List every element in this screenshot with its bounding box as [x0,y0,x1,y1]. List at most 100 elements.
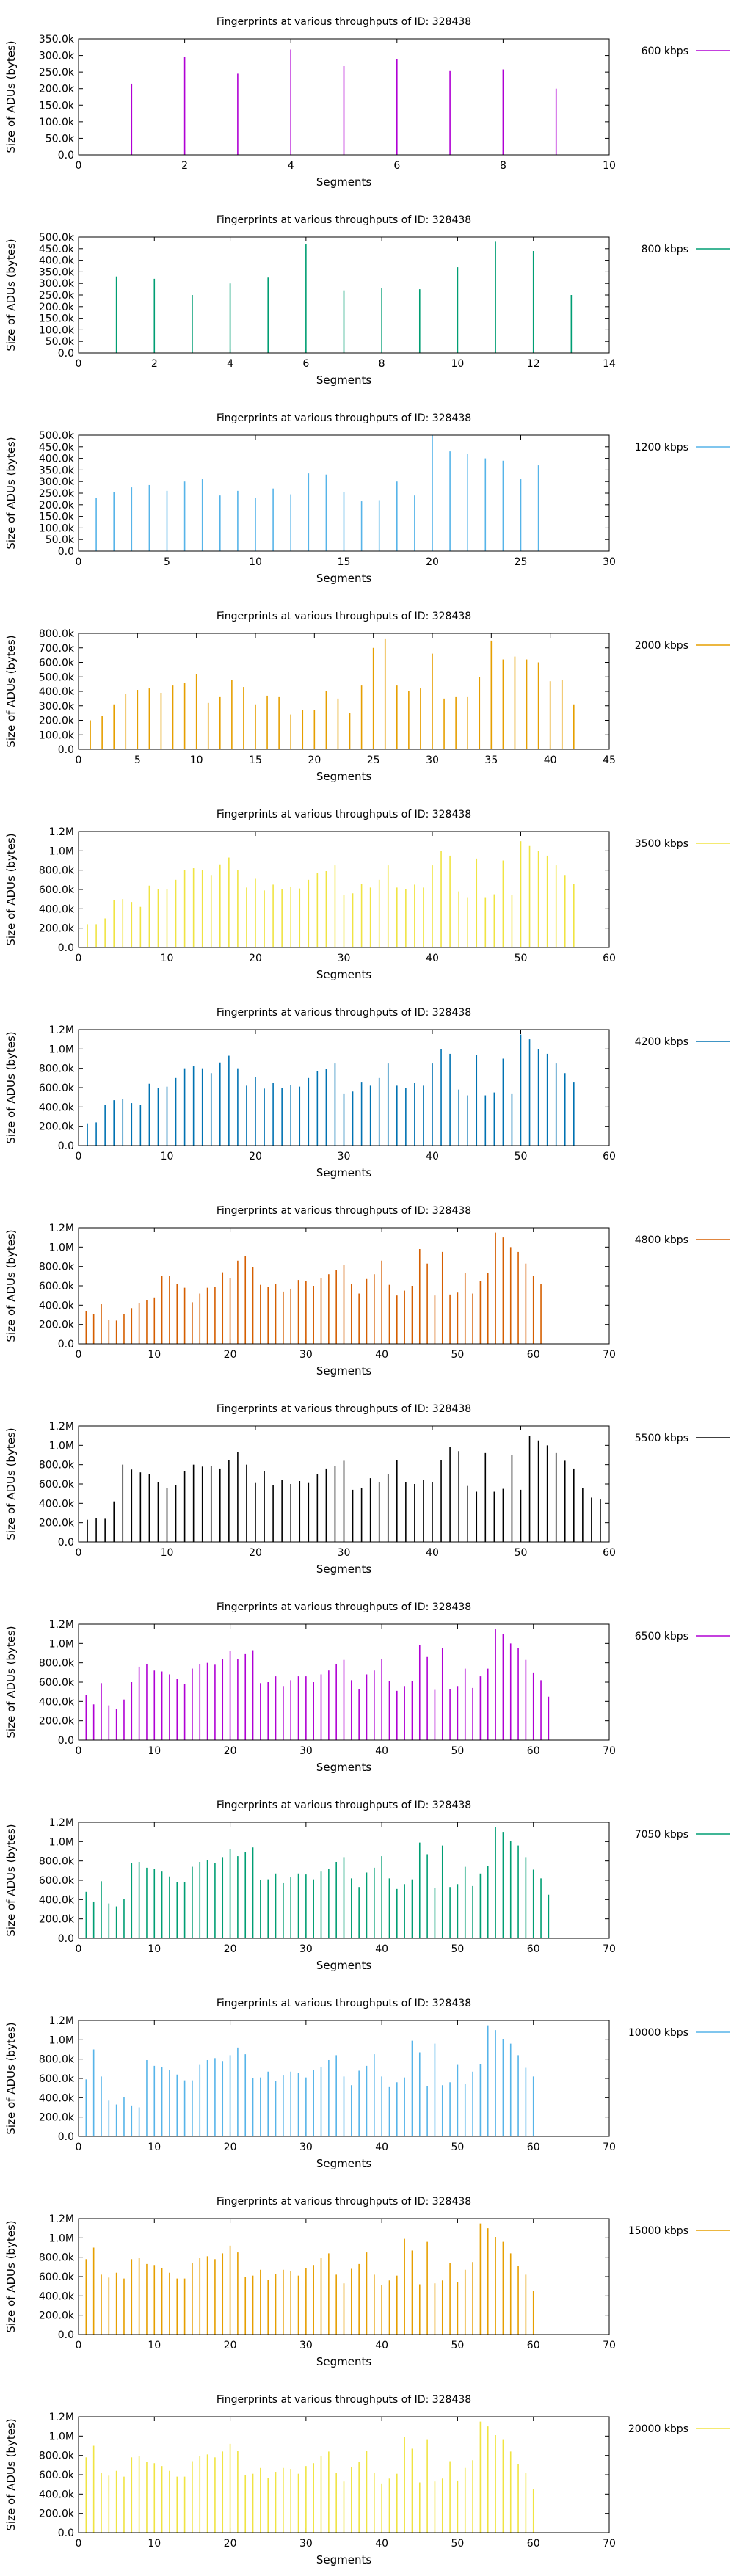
x-tick-label: 10 [451,358,465,370]
plot-frame [78,38,610,156]
x-tick-label: 30 [603,556,616,568]
y-tick-label: 200.0k [39,1121,75,1133]
x-tick-label: 10 [161,1151,174,1163]
y-tick-label: 0.0 [58,1339,74,1350]
x-tick-label: 5 [164,556,170,568]
y-tick-label: 0.0 [58,1933,74,1945]
x-tick-label: 30 [299,1349,313,1361]
y-tick-label: 400.0k [39,2291,75,2302]
x-tick-label: 10 [161,1547,174,1559]
plot-frame [78,1623,610,1741]
plot-frame [78,1425,610,1543]
x-axis-label: Segments [316,2355,372,2368]
y-tick-label: 600.0k [39,2470,75,2481]
x-tick-label: 40 [375,1943,388,1955]
y-tick-label: 0.0 [58,1140,74,1152]
x-tick-label: 50 [451,2142,465,2153]
y-tick-label: 1.0M [49,1638,74,1650]
legend-label: 20000 kbps [628,2423,688,2435]
y-tick-label: 700.0k [39,643,75,655]
y-tick-label: 350.0k [39,266,75,278]
y-tick-label: 450.0k [39,244,75,255]
x-tick-label: 0 [76,1349,82,1361]
chart-title: Fingerprints at various throughputs of I… [217,214,471,226]
y-axis-label: Size of ADUs (bytes) [4,1229,18,1342]
y-tick-label: 350.0k [39,465,75,476]
legend-label: 600 kbps [642,46,688,57]
y-tick-label: 600.0k [39,1281,75,1292]
x-tick-label: 0 [76,358,82,370]
x-tick-label: 40 [544,754,557,766]
y-tick-label: 200.0k [39,1518,75,1529]
y-tick-label: 600.0k [39,1677,75,1689]
x-tick-label: 0 [76,1547,82,1559]
y-tick-label: 200.0k [39,2112,75,2124]
x-tick-label: 60 [603,1151,616,1163]
plot-frame [78,236,610,354]
y-tick-label: 1.0M [49,2431,74,2442]
x-tick-label: 40 [426,1151,439,1163]
x-tick-label: 10 [161,953,174,964]
legend-label: 1200 kbps [635,442,688,454]
x-tick-label: 60 [527,1349,540,1361]
y-tick-label: 800.0k [39,628,75,640]
y-tick-label: 1.2M [49,1817,74,1829]
x-tick-label: 25 [515,556,528,568]
x-tick-label: 10 [148,2142,161,2153]
y-tick-label: 200.0k [39,84,75,95]
y-tick-label: 150.0k [39,313,75,325]
chart-panel: Fingerprints at various throughputs of I… [0,1982,734,2180]
x-tick-label: 70 [603,1349,616,1361]
y-tick-label: 600.0k [39,2073,75,2085]
y-tick-label: 0.0 [58,1735,74,1747]
x-tick-label: 40 [375,1349,388,1361]
y-tick-label: 400.0k [39,255,75,267]
x-tick-label: 30 [299,1943,313,1955]
chart-title: Fingerprints at various throughputs of I… [217,1998,471,2009]
y-tick-label: 250.0k [39,67,75,79]
y-tick-label: 100.0k [39,117,75,128]
y-tick-label: 800.0k [39,1063,75,1075]
y-axis-label: Size of ADUs (bytes) [4,2418,18,2530]
y-axis-label: Size of ADUs (bytes) [4,1824,18,1936]
x-tick-label: 6 [393,160,400,172]
x-tick-label: 0 [76,556,82,568]
bar-chart: Fingerprints at various throughputs of I… [4,16,730,189]
y-tick-label: 400.0k [39,1894,75,1906]
y-tick-label: 800.0k [39,1856,75,1868]
y-tick-label: 600.0k [39,1083,75,1094]
chart-panel: Fingerprints at various throughputs of I… [0,991,734,1189]
x-tick-label: 0 [76,953,82,964]
y-tick-label: 200.0k [39,302,75,313]
chart-title: Fingerprints at various throughputs of I… [217,2394,471,2406]
y-tick-label: 300.0k [39,476,75,488]
chart-panel: Fingerprints at various throughputs of I… [0,1189,734,1387]
plot-frame [78,633,610,750]
y-tick-label: 800.0k [39,865,75,877]
y-axis-label: Size of ADUs (bytes) [4,2022,18,2134]
y-tick-label: 1.0M [49,1836,74,1848]
y-tick-label: 0.0 [58,744,74,756]
y-tick-label: 0.0 [58,348,74,360]
x-tick-label: 2 [181,160,188,172]
y-tick-label: 50.0k [46,336,75,348]
x-tick-label: 15 [249,754,262,766]
x-tick-label: 50 [515,1151,528,1163]
x-tick-label: 30 [338,1151,351,1163]
chart-panel: Fingerprints at various throughputs of I… [0,1387,734,1585]
x-tick-label: 20 [224,1745,237,1757]
x-tick-label: 20 [224,2538,237,2550]
y-tick-label: 0.0 [58,2528,74,2539]
y-tick-label: 400.0k [39,686,75,698]
x-tick-label: 30 [338,1547,351,1559]
y-tick-label: 0.0 [58,942,74,954]
y-tick-label: 1.2M [49,2213,74,2225]
x-tick-label: 12 [527,358,540,370]
legend-label: 4800 kbps [635,1234,688,1246]
x-tick-label: 2 [151,358,158,370]
y-tick-label: 1.0M [49,2034,74,2046]
x-tick-label: 20 [249,1151,262,1163]
y-tick-label: 400.0k [39,2092,75,2104]
x-tick-label: 70 [603,1745,616,1757]
